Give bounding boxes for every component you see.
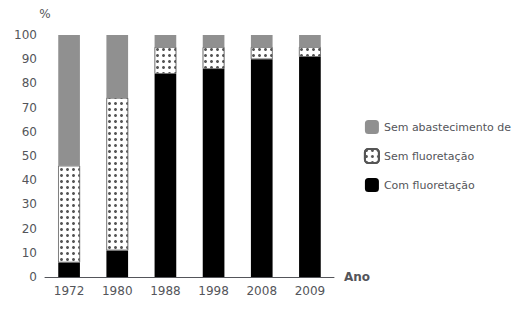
svg-text:100: 100 bbox=[14, 28, 37, 42]
svg-text:80: 80 bbox=[22, 76, 37, 90]
svg-text:Com fluoretação: Com fluoretação bbox=[384, 179, 475, 192]
svg-text:Sem abastecimento de: Sem abastecimento de bbox=[384, 121, 511, 134]
svg-text:90: 90 bbox=[22, 52, 37, 66]
svg-text:2009: 2009 bbox=[295, 284, 326, 298]
svg-text:70: 70 bbox=[22, 101, 37, 115]
svg-text:Sem fluoretação: Sem fluoretação bbox=[384, 150, 474, 163]
svg-text:20: 20 bbox=[22, 222, 37, 236]
svg-text:1972: 1972 bbox=[54, 284, 85, 298]
svg-text:2008: 2008 bbox=[246, 284, 277, 298]
svg-text:30: 30 bbox=[22, 197, 37, 211]
svg-text:10: 10 bbox=[22, 246, 37, 260]
svg-text:1988: 1988 bbox=[150, 284, 181, 298]
svg-text:Ano: Ano bbox=[344, 270, 370, 284]
svg-text:40: 40 bbox=[22, 173, 37, 187]
svg-text:60: 60 bbox=[22, 125, 37, 139]
svg-text:0: 0 bbox=[29, 270, 37, 284]
svg-text:1980: 1980 bbox=[102, 284, 133, 298]
svg-text:50: 50 bbox=[22, 149, 37, 163]
svg-text:1998: 1998 bbox=[198, 284, 229, 298]
svg-text:%: % bbox=[39, 7, 50, 21]
